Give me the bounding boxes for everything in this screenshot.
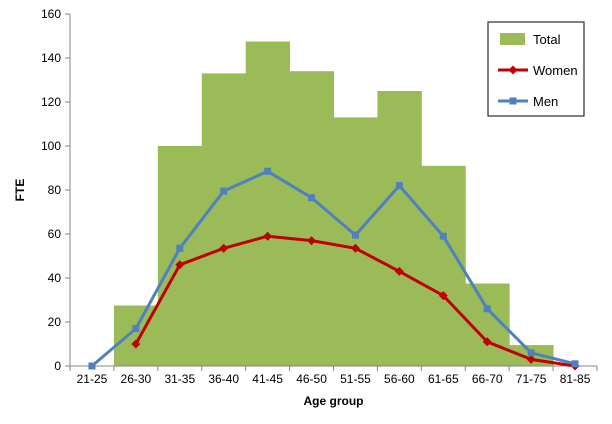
y-axis-title: FTE [13,179,27,202]
y-tick-label: 20 [48,315,62,329]
women-point [350,243,360,253]
x-axis-title: Age group [304,394,364,408]
bars-layer [113,41,554,367]
axes-layer: 0 20 40 60 80 100 120 140 160 21-25 26-30 31-35 36-4… [41,7,598,386]
men-point [132,325,140,333]
x-tick-label: 36-40 [208,372,239,386]
women-point [482,337,492,347]
legend-men-label: Men [533,94,558,109]
men-point [308,194,316,202]
lines-layer [88,167,580,371]
legend-total-swatch [500,33,525,45]
x-tick-label: 41-45 [252,372,283,386]
men-point [483,305,491,313]
x-tick-label: 71-75 [516,372,547,386]
y-tick-label: 140 [41,51,61,65]
men-point [351,231,359,239]
y-tick-label: 80 [48,183,62,197]
x-tick-label: 66-70 [472,372,503,386]
women-point [307,236,317,246]
bar-36-40 [201,73,247,367]
men-point [527,349,535,357]
y-tick-label: 40 [48,271,62,285]
legend-women-label: Women [533,63,578,78]
men-point [264,167,272,175]
men-point [395,182,403,190]
x-tick-label: 21-25 [77,372,108,386]
x-tick-label: 31-35 [164,372,195,386]
y-tick-label: 120 [41,95,61,109]
women-point [438,291,448,301]
men-line [90,169,576,368]
y-tick-label: 0 [54,359,61,373]
men-point [571,360,579,368]
x-tick-label: 51-55 [340,372,371,386]
women-point [394,266,404,276]
x-tick-label: 56-60 [384,372,415,386]
men-point [88,362,96,370]
women-point [219,243,229,253]
x-tick-label: 81-85 [560,372,591,386]
x-tick-label: 46-50 [296,372,327,386]
women-point [131,339,141,349]
women-point [263,231,273,241]
bar-46-50 [289,71,334,366]
bar-56-60 [377,91,422,366]
bar-31-35 [157,146,203,366]
y-tick-label: 100 [41,139,61,153]
bar-61-65 [421,165,466,366]
women-point [526,354,536,364]
y-tick-label: 160 [41,7,61,21]
x-tick-label: 61-65 [428,372,459,386]
women-point [175,260,185,270]
men-point [439,232,447,240]
y-tick-label: 60 [48,227,62,241]
x-tick-label: 26-30 [121,372,152,386]
bar-51-55 [333,117,378,367]
legend: Total Women Men [487,21,585,117]
men-point [176,244,184,252]
men-point [220,187,228,195]
legend-men-marker [509,97,517,105]
bar-41-45 [245,41,291,366]
legend-women-marker [508,65,518,75]
legend-total-label: Total [533,32,561,47]
